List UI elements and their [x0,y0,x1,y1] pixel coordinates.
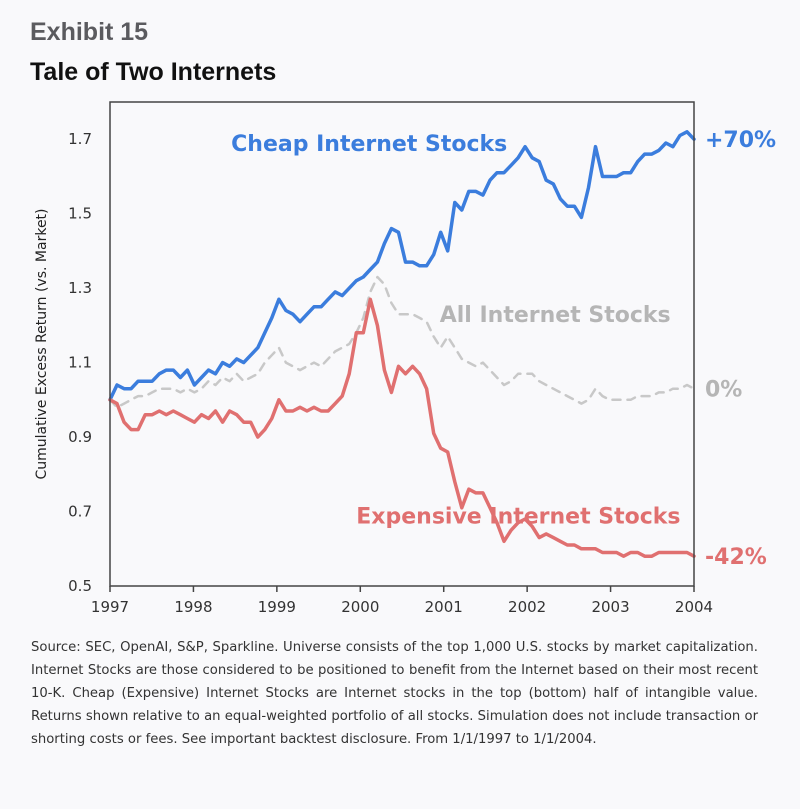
series-line-cheap-internet-stocks [108,130,696,402]
plot-frame [109,101,695,587]
y-axis-title: Cumulative Excess Return (vs. Market) [34,208,50,479]
x-tick-label: 2004 [675,598,713,616]
y-tick-label: 0.5 [68,577,92,595]
plot-frame-border [109,101,695,587]
x-tick-label: 1997 [91,598,129,616]
series-line-all-internet-stocks [108,275,696,409]
annotation-all-internet-stocks: All Internet Stocks [440,303,671,328]
x-tick-label: 1998 [174,598,212,616]
source-footnote: Source: SEC, OpenAI, S&P, Sparkline. Uni… [31,640,758,747]
series-line-expensive-internet-stocks [108,297,696,558]
axis-ticks: 1997 1998 1999 2000 2001 2002 2003 2004 0.5 0.7 0.… [68,130,713,616]
chart-title: Tale of Two Internets [30,58,277,86]
x-tick-label: 2000 [341,598,379,616]
y-tick-label: 0.7 [68,503,92,521]
annotation-expensive-internet-stocks: Expensive Internet Stocks [356,504,680,529]
series-lines [108,130,696,558]
y-tick-label: 1.5 [68,205,92,223]
x-tick-label: 2002 [508,598,546,616]
y-tick-label: 1.7 [68,130,92,148]
exhibit-number: Exhibit 15 [30,18,149,46]
annotations: 0% +70% -42% Cheap Internet Stocks All Inter… [231,128,776,570]
end-label-cheap-internet-stocks: +70% [705,128,776,153]
line-chart: 1997 1998 1999 2000 2001 2002 2003 2004 0.5 0.7 0.… [34,101,776,616]
x-tick-label: 2001 [425,598,463,616]
end-label-all-internet-stocks: 0% [705,378,742,403]
y-tick-label: 1.1 [68,354,92,372]
y-tick-label: 1.3 [68,279,92,297]
y-tick-label: 0.9 [68,428,92,446]
x-tick-label: 1999 [258,598,296,616]
end-label-expensive-internet-stocks: -42% [705,545,767,570]
annotation-cheap-internet-stocks: Cheap Internet Stocks [231,132,507,157]
x-tick-label: 2003 [591,598,629,616]
